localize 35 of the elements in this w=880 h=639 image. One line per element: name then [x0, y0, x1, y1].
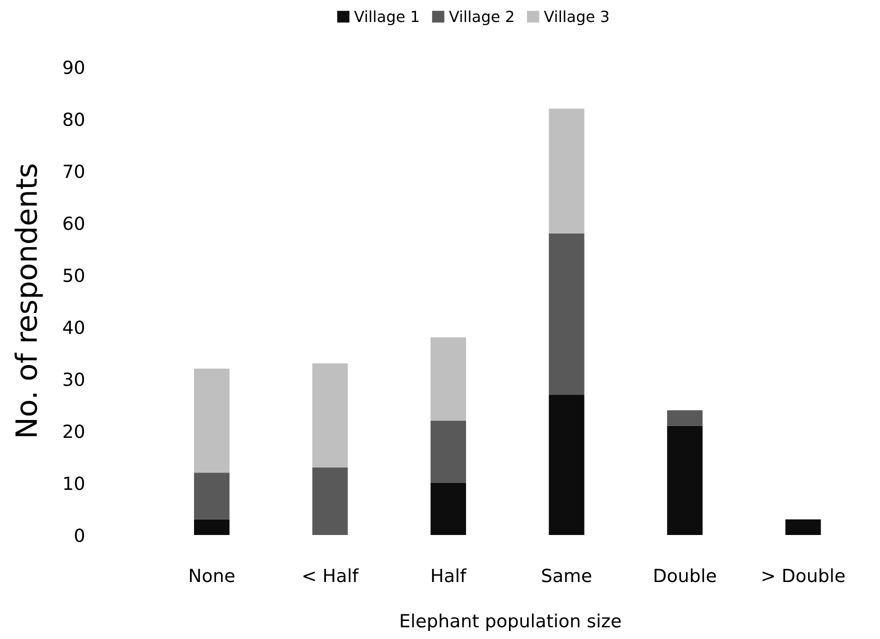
bar — [312, 363, 348, 468]
bar — [430, 337, 466, 421]
bar — [785, 519, 821, 535]
legend-label: Village 1 — [354, 10, 418, 26]
y-tick-label: 90 — [63, 60, 84, 74]
bar — [312, 467, 348, 535]
legend-label: Village 3 — [544, 10, 608, 26]
y-tick-label: 30 — [64, 372, 84, 386]
bar — [667, 410, 703, 426]
y-tick-label: 80 — [63, 112, 84, 126]
bar — [430, 483, 466, 535]
bar — [548, 108, 584, 234]
bar — [194, 472, 230, 520]
y-axis-title: No. of respondents — [14, 164, 43, 436]
y-tick-label: 40 — [63, 320, 84, 334]
x-tick-label: Half — [432, 568, 467, 582]
x-axis-title: Elephant population size — [400, 614, 621, 632]
bar — [194, 368, 230, 473]
y-tick-label: 0 — [74, 528, 84, 542]
bar — [667, 426, 703, 535]
x-tick-label: > Double — [762, 568, 845, 582]
x-tick-label: None — [190, 568, 234, 582]
y-tick-label: 10 — [64, 476, 84, 490]
x-tick-label: Same — [542, 568, 592, 582]
bar — [548, 394, 584, 535]
y-tick-label: 70 — [64, 164, 84, 178]
bar — [548, 233, 584, 395]
y-tick-label: 20 — [64, 424, 84, 438]
bar — [194, 519, 230, 535]
x-tick-label: Double — [654, 568, 716, 582]
y-tick-label: 50 — [64, 268, 84, 282]
x-tick-label: < Half — [304, 568, 359, 582]
bar — [430, 420, 466, 483]
legend-label: Village 2 — [449, 10, 514, 26]
y-tick-label: 60 — [64, 216, 84, 230]
